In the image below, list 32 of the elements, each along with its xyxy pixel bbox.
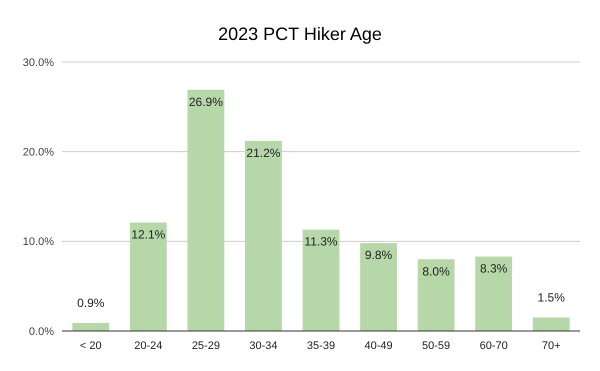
bar xyxy=(418,259,455,331)
data-label: 11.3% xyxy=(304,234,338,249)
data-label: 8.0% xyxy=(422,264,450,278)
bar xyxy=(245,140,282,331)
x-tick-label: < 20 xyxy=(80,340,102,352)
y-tick-label: 0.0% xyxy=(28,326,54,338)
data-label: 8.3% xyxy=(480,262,508,276)
data-label: 12.1% xyxy=(131,228,166,242)
data-label: 9.8% xyxy=(364,248,393,262)
y-tick-label: 30.0% xyxy=(22,56,54,69)
bar xyxy=(72,322,110,331)
bar xyxy=(130,222,167,331)
x-tick-label: 20-24 xyxy=(134,340,162,352)
x-tick-label: 60-70 xyxy=(480,340,508,352)
y-tick-label: 10.0% xyxy=(22,236,54,248)
data-label: 26.9% xyxy=(188,94,224,109)
bar xyxy=(302,230,340,331)
x-tick-label: 30-34 xyxy=(249,340,278,352)
x-tick-label: 40-49 xyxy=(364,340,393,352)
chart-title: 2023 PCT Hiker Age xyxy=(218,24,382,44)
bar xyxy=(187,90,224,331)
data-label: 1.5% xyxy=(538,290,566,305)
x-tick-label: 35-39 xyxy=(306,340,336,352)
x-tick-label: 25-29 xyxy=(192,340,220,352)
bar xyxy=(475,256,512,331)
bar xyxy=(360,243,397,331)
data-label: 21.2% xyxy=(246,146,281,160)
x-tick-label: 70+ xyxy=(542,340,561,352)
bar xyxy=(532,318,570,331)
x-tick-label: 50-59 xyxy=(422,340,450,352)
data-label: 0.9% xyxy=(77,296,105,310)
y-tick-label: 20.0% xyxy=(22,146,54,159)
